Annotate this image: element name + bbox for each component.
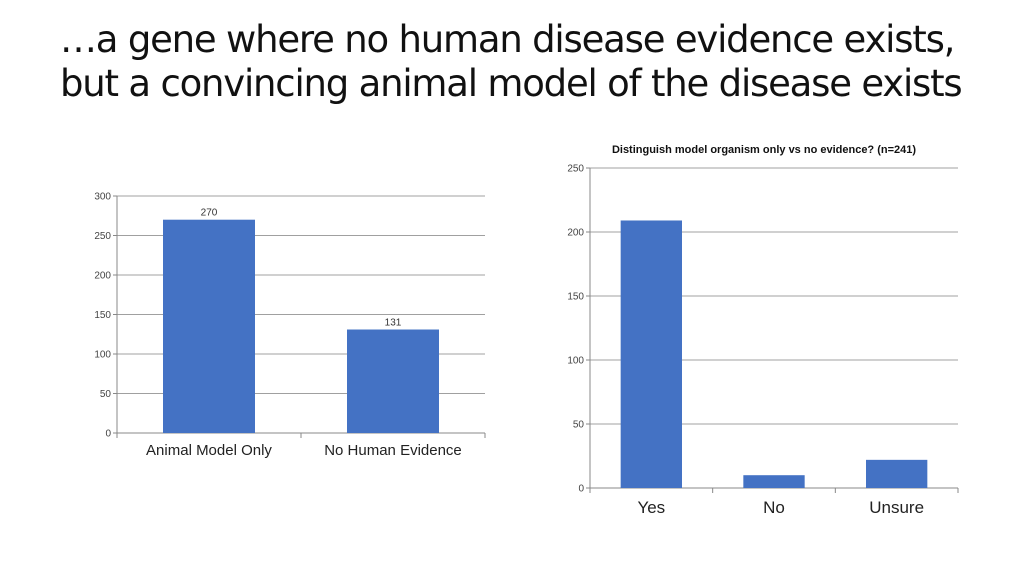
x-category-label: No — [763, 498, 785, 517]
x-category-label: Yes — [637, 498, 665, 517]
bar-yes — [620, 220, 682, 489]
y-tick-label: 150 — [94, 310, 111, 321]
y-tick-label: 150 — [567, 292, 584, 303]
y-tick-label: 300 — [94, 192, 111, 203]
y-tick-label: 200 — [567, 228, 584, 239]
y-tick-label: 0 — [105, 429, 111, 440]
x-category-label: No Human Evidence — [324, 442, 462, 459]
bar-no-human-evidence — [347, 329, 439, 433]
y-tick-label: 50 — [573, 420, 585, 431]
chart-title: Distinguish model organism only vs no ev… — [612, 144, 916, 156]
bar-animal-model-only — [163, 219, 255, 433]
data-label: 270 — [201, 208, 218, 219]
slide-title: …a gene where no human disease evidence … — [60, 18, 963, 106]
y-tick-label: 250 — [94, 231, 111, 242]
y-tick-label: 100 — [567, 356, 584, 367]
left-chart: 0 50 100 150 200 250 300 270 Animal Model Only 13… — [94, 192, 486, 459]
y-tick-label: 100 — [94, 350, 111, 361]
data-label: 131 — [385, 318, 402, 329]
y-tick-label: 0 — [578, 484, 584, 495]
y-tick-label: 50 — [100, 389, 112, 400]
x-category-label: Unsure — [869, 498, 924, 517]
x-category-label: Animal Model Only — [146, 442, 272, 459]
slide-title-line-2: but a convincing animal model of the dis… — [60, 62, 963, 105]
bar-no — [743, 475, 805, 488]
slide-title-line-1: …a gene where no human disease evidence … — [60, 18, 955, 61]
bar-unsure — [866, 459, 928, 488]
right-chart: Distinguish model organism only vs no ev… — [567, 144, 959, 517]
y-tick-label: 200 — [94, 271, 111, 282]
y-tick-label: 250 — [567, 164, 584, 175]
